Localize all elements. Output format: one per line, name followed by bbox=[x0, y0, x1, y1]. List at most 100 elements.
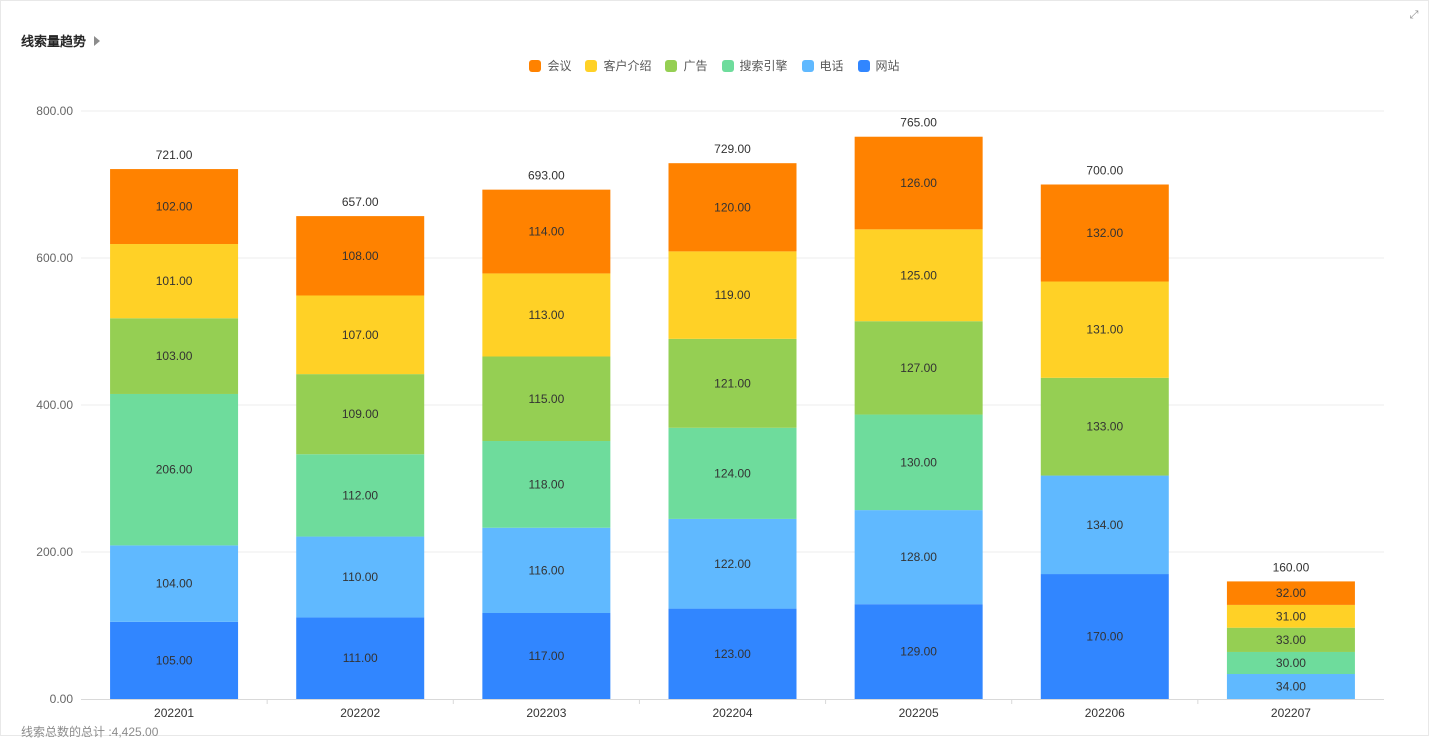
bar-segment[interactable] bbox=[482, 441, 611, 528]
y-tick-label: 800.00 bbox=[36, 104, 73, 118]
bar-segment[interactable] bbox=[110, 545, 239, 622]
total-label: 700.00 bbox=[1086, 164, 1123, 178]
bar-segment[interactable] bbox=[668, 518, 797, 609]
bar-segment[interactable] bbox=[1226, 674, 1355, 699]
data-label: 113.00 bbox=[528, 308, 564, 322]
data-label: 111.00 bbox=[343, 651, 378, 665]
bar-segment[interactable] bbox=[1040, 475, 1169, 575]
x-tick-label: 202203 bbox=[526, 706, 566, 720]
bar-segment[interactable] bbox=[296, 374, 425, 455]
data-label: 127.00 bbox=[900, 361, 937, 375]
bar-segment[interactable] bbox=[482, 527, 611, 614]
legend-label: 客户介绍 bbox=[603, 59, 652, 73]
data-label: 128.00 bbox=[900, 550, 937, 564]
legend-label: 电话 bbox=[819, 59, 844, 73]
bar-segment[interactable] bbox=[110, 621, 239, 699]
data-label: 120.00 bbox=[714, 200, 751, 214]
legend-item[interactable]: 客户介绍 bbox=[585, 57, 651, 74]
data-label: 118.00 bbox=[528, 477, 564, 491]
x-tick-label: 202206 bbox=[1085, 706, 1125, 720]
x-tick-label: 202204 bbox=[712, 706, 752, 720]
fullscreen-icon[interactable]: ⤢ bbox=[1409, 9, 1419, 21]
chart-title-text: 线索量趋势 bbox=[21, 34, 87, 49]
caret-right-icon[interactable] bbox=[94, 35, 101, 46]
bar-segment[interactable] bbox=[482, 613, 611, 699]
bar-segment[interactable] bbox=[854, 229, 983, 322]
data-label: 121.00 bbox=[714, 376, 751, 390]
bar-segment[interactable] bbox=[296, 536, 425, 618]
data-label: 103.00 bbox=[156, 349, 193, 363]
legend-item[interactable]: 搜索引擎 bbox=[721, 57, 788, 74]
data-label: 125.00 bbox=[900, 268, 937, 282]
chart-legend: 会议 客户介绍 广告 搜索引擎 电话 网站 bbox=[1, 57, 1428, 74]
data-label: 131.00 bbox=[1086, 323, 1123, 337]
legend-item[interactable]: 网站 bbox=[857, 57, 900, 74]
x-tick-label: 202202 bbox=[340, 706, 380, 720]
legend-swatch bbox=[665, 59, 678, 72]
bar-segment[interactable] bbox=[854, 604, 983, 699]
data-label: 129.00 bbox=[900, 645, 937, 659]
bar-segment[interactable] bbox=[668, 338, 797, 428]
bar-segment[interactable] bbox=[1040, 377, 1169, 476]
data-label: 30.00 bbox=[1276, 656, 1306, 670]
legend-swatch bbox=[529, 59, 542, 72]
data-label: 123.00 bbox=[714, 647, 751, 661]
data-label: 108.00 bbox=[342, 249, 379, 263]
data-label: 116.00 bbox=[528, 563, 564, 577]
y-tick-label: 400.00 bbox=[36, 398, 73, 412]
bar-segment[interactable] bbox=[1040, 281, 1169, 378]
total-label: 721.00 bbox=[156, 148, 193, 162]
chart-title[interactable]: 线索量趋势 bbox=[21, 31, 101, 50]
bar-segment[interactable] bbox=[668, 427, 797, 519]
bar-segment[interactable] bbox=[296, 295, 425, 375]
bar-segment[interactable] bbox=[110, 393, 239, 546]
legend-label: 网站 bbox=[875, 59, 900, 73]
bar-segment[interactable] bbox=[1226, 581, 1355, 605]
bar-segment[interactable] bbox=[482, 189, 611, 274]
data-label: 109.00 bbox=[342, 407, 379, 421]
legend-swatch bbox=[857, 59, 870, 72]
legend-swatch bbox=[585, 59, 598, 72]
bar-segment[interactable] bbox=[296, 454, 425, 537]
bar-segment[interactable] bbox=[668, 608, 797, 699]
bar-segment[interactable] bbox=[854, 510, 983, 605]
legend-item[interactable]: 广告 bbox=[665, 57, 708, 74]
bar-segment[interactable] bbox=[482, 356, 611, 442]
legend-swatch bbox=[721, 59, 734, 72]
bar-segment[interactable] bbox=[854, 321, 983, 415]
data-label: 132.00 bbox=[1086, 226, 1123, 240]
bar-segment[interactable] bbox=[296, 617, 425, 699]
bar-segment[interactable] bbox=[1040, 184, 1169, 282]
data-label: 117.00 bbox=[528, 649, 564, 663]
bar-segment[interactable] bbox=[110, 244, 239, 319]
total-label: 729.00 bbox=[714, 142, 751, 156]
bar-segment[interactable] bbox=[668, 251, 797, 339]
bar-segment[interactable] bbox=[668, 163, 797, 252]
bar-segment[interactable] bbox=[1226, 651, 1355, 675]
bar-segment[interactable] bbox=[482, 273, 611, 357]
data-label: 34.00 bbox=[1276, 680, 1306, 694]
bar-segment[interactable] bbox=[110, 318, 239, 394]
bar-segment[interactable] bbox=[1226, 604, 1355, 628]
bar-segment[interactable] bbox=[854, 414, 983, 511]
legend-item[interactable]: 会议 bbox=[529, 57, 571, 74]
bar-segment[interactable] bbox=[1226, 627, 1355, 652]
data-label: 112.00 bbox=[342, 488, 378, 502]
legend-item[interactable]: 电话 bbox=[801, 57, 844, 74]
bar-segment[interactable] bbox=[1040, 574, 1169, 699]
bar-segment[interactable] bbox=[854, 136, 983, 230]
total-label: 160.00 bbox=[1273, 560, 1310, 574]
bar-segment[interactable] bbox=[296, 216, 425, 296]
legend-swatch bbox=[801, 59, 814, 72]
legend-label: 搜索引擎 bbox=[739, 59, 788, 73]
data-label: 134.00 bbox=[1086, 518, 1123, 532]
data-label: 114.00 bbox=[528, 225, 564, 239]
data-label: 102.00 bbox=[156, 200, 193, 214]
data-label: 170.00 bbox=[1086, 630, 1123, 644]
bar-segment[interactable] bbox=[110, 169, 239, 245]
total-label: 693.00 bbox=[528, 169, 565, 183]
total-label: 765.00 bbox=[900, 116, 937, 130]
y-tick-label: 600.00 bbox=[36, 251, 73, 265]
